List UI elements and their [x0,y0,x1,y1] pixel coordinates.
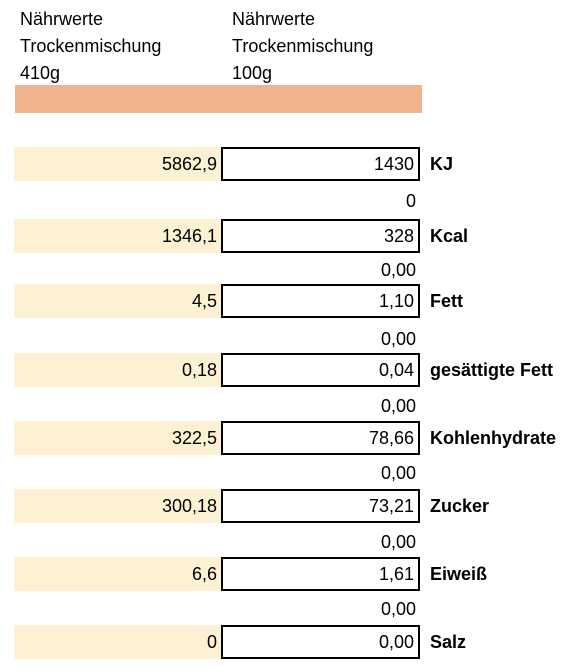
header-100g-line1: Nährwerte [232,9,316,29]
value-100g-cell[interactable]: 1430 [221,147,420,181]
value-410g-cell[interactable]: 0 [14,625,221,659]
value-100g-cell[interactable]: 0,00 [221,625,420,659]
diff-cell[interactable]: 0,00 [380,532,416,552]
diff-cell[interactable]: 0,00 [380,329,416,349]
nutrient-label: Salz [430,632,467,652]
value-100g-cell[interactable]: 328 [221,219,420,253]
nutrient-label: Kohlenhydrate [430,428,557,448]
nutrition-row-fett: 4,5 1,10 Fett [0,284,578,318]
nutrition-row-salt: 0 0,00 Salz [0,625,578,659]
header-410g-line2: Trockenmischung [20,36,162,56]
diff-cell[interactable]: 0,00 [380,599,416,619]
nutrition-row-saturated-fat: 0,18 0,04 gesättigte Fett [0,353,578,387]
value-410g-cell[interactable]: 322,5 [14,421,221,455]
value-410g-cell[interactable]: 1346,1 [14,219,221,253]
header-100g-line3: 100g [232,63,273,83]
value-410g-cell[interactable]: 4,5 [14,284,221,318]
nutrient-label: Fett [430,291,463,311]
value-100g-cell[interactable]: 73,21 [221,489,420,523]
nutrition-row-kcal: 1346,1 328 Kcal [0,219,578,253]
value-100g-cell[interactable]: 78,66 [221,421,420,455]
nutrient-label: Kcal [430,226,469,246]
nutrition-row-sugar: 300,18 73,21 Zucker [0,489,578,523]
value-100g-cell[interactable]: 1,10 [221,284,420,318]
nutrition-row-protein: 6,6 1,61 Eiweiß [0,557,578,591]
nutrient-label: gesättigte Fett [430,360,554,380]
value-100g-cell[interactable]: 0,04 [221,353,420,387]
diff-cell[interactable]: 0 [405,191,416,211]
nutrient-label: Zucker [430,496,490,516]
nutrient-label: KJ [430,154,454,174]
diff-cell[interactable]: 0,00 [380,463,416,483]
header-100g: Nährwerte Trockenmischung 100g [232,6,373,87]
value-410g-cell[interactable]: 6,6 [14,557,221,591]
nutrition-row-kj: 5862,9 1430 KJ [0,147,578,181]
value-410g-cell[interactable]: 5862,9 [14,147,221,181]
value-410g-cell[interactable]: 300,18 [14,489,221,523]
header-100g-line2: Trockenmischung [232,36,374,56]
header-410g-line3: 410g [20,63,61,83]
diff-cell[interactable]: 0,00 [380,396,416,416]
header-410g-line1: Nährwerte [20,9,104,29]
diff-cell[interactable]: 0,00 [380,260,416,280]
value-100g-cell[interactable]: 1,61 [221,557,420,591]
value-410g-cell[interactable]: 0,18 [14,353,221,387]
header-color-bar [15,85,422,113]
header-410g: Nährwerte Trockenmischung 410g [20,6,161,87]
nutrient-label: Eiweiß [430,564,488,584]
nutrition-row-carbohydrates: 322,5 78,66 Kohlenhydrate [0,421,578,455]
